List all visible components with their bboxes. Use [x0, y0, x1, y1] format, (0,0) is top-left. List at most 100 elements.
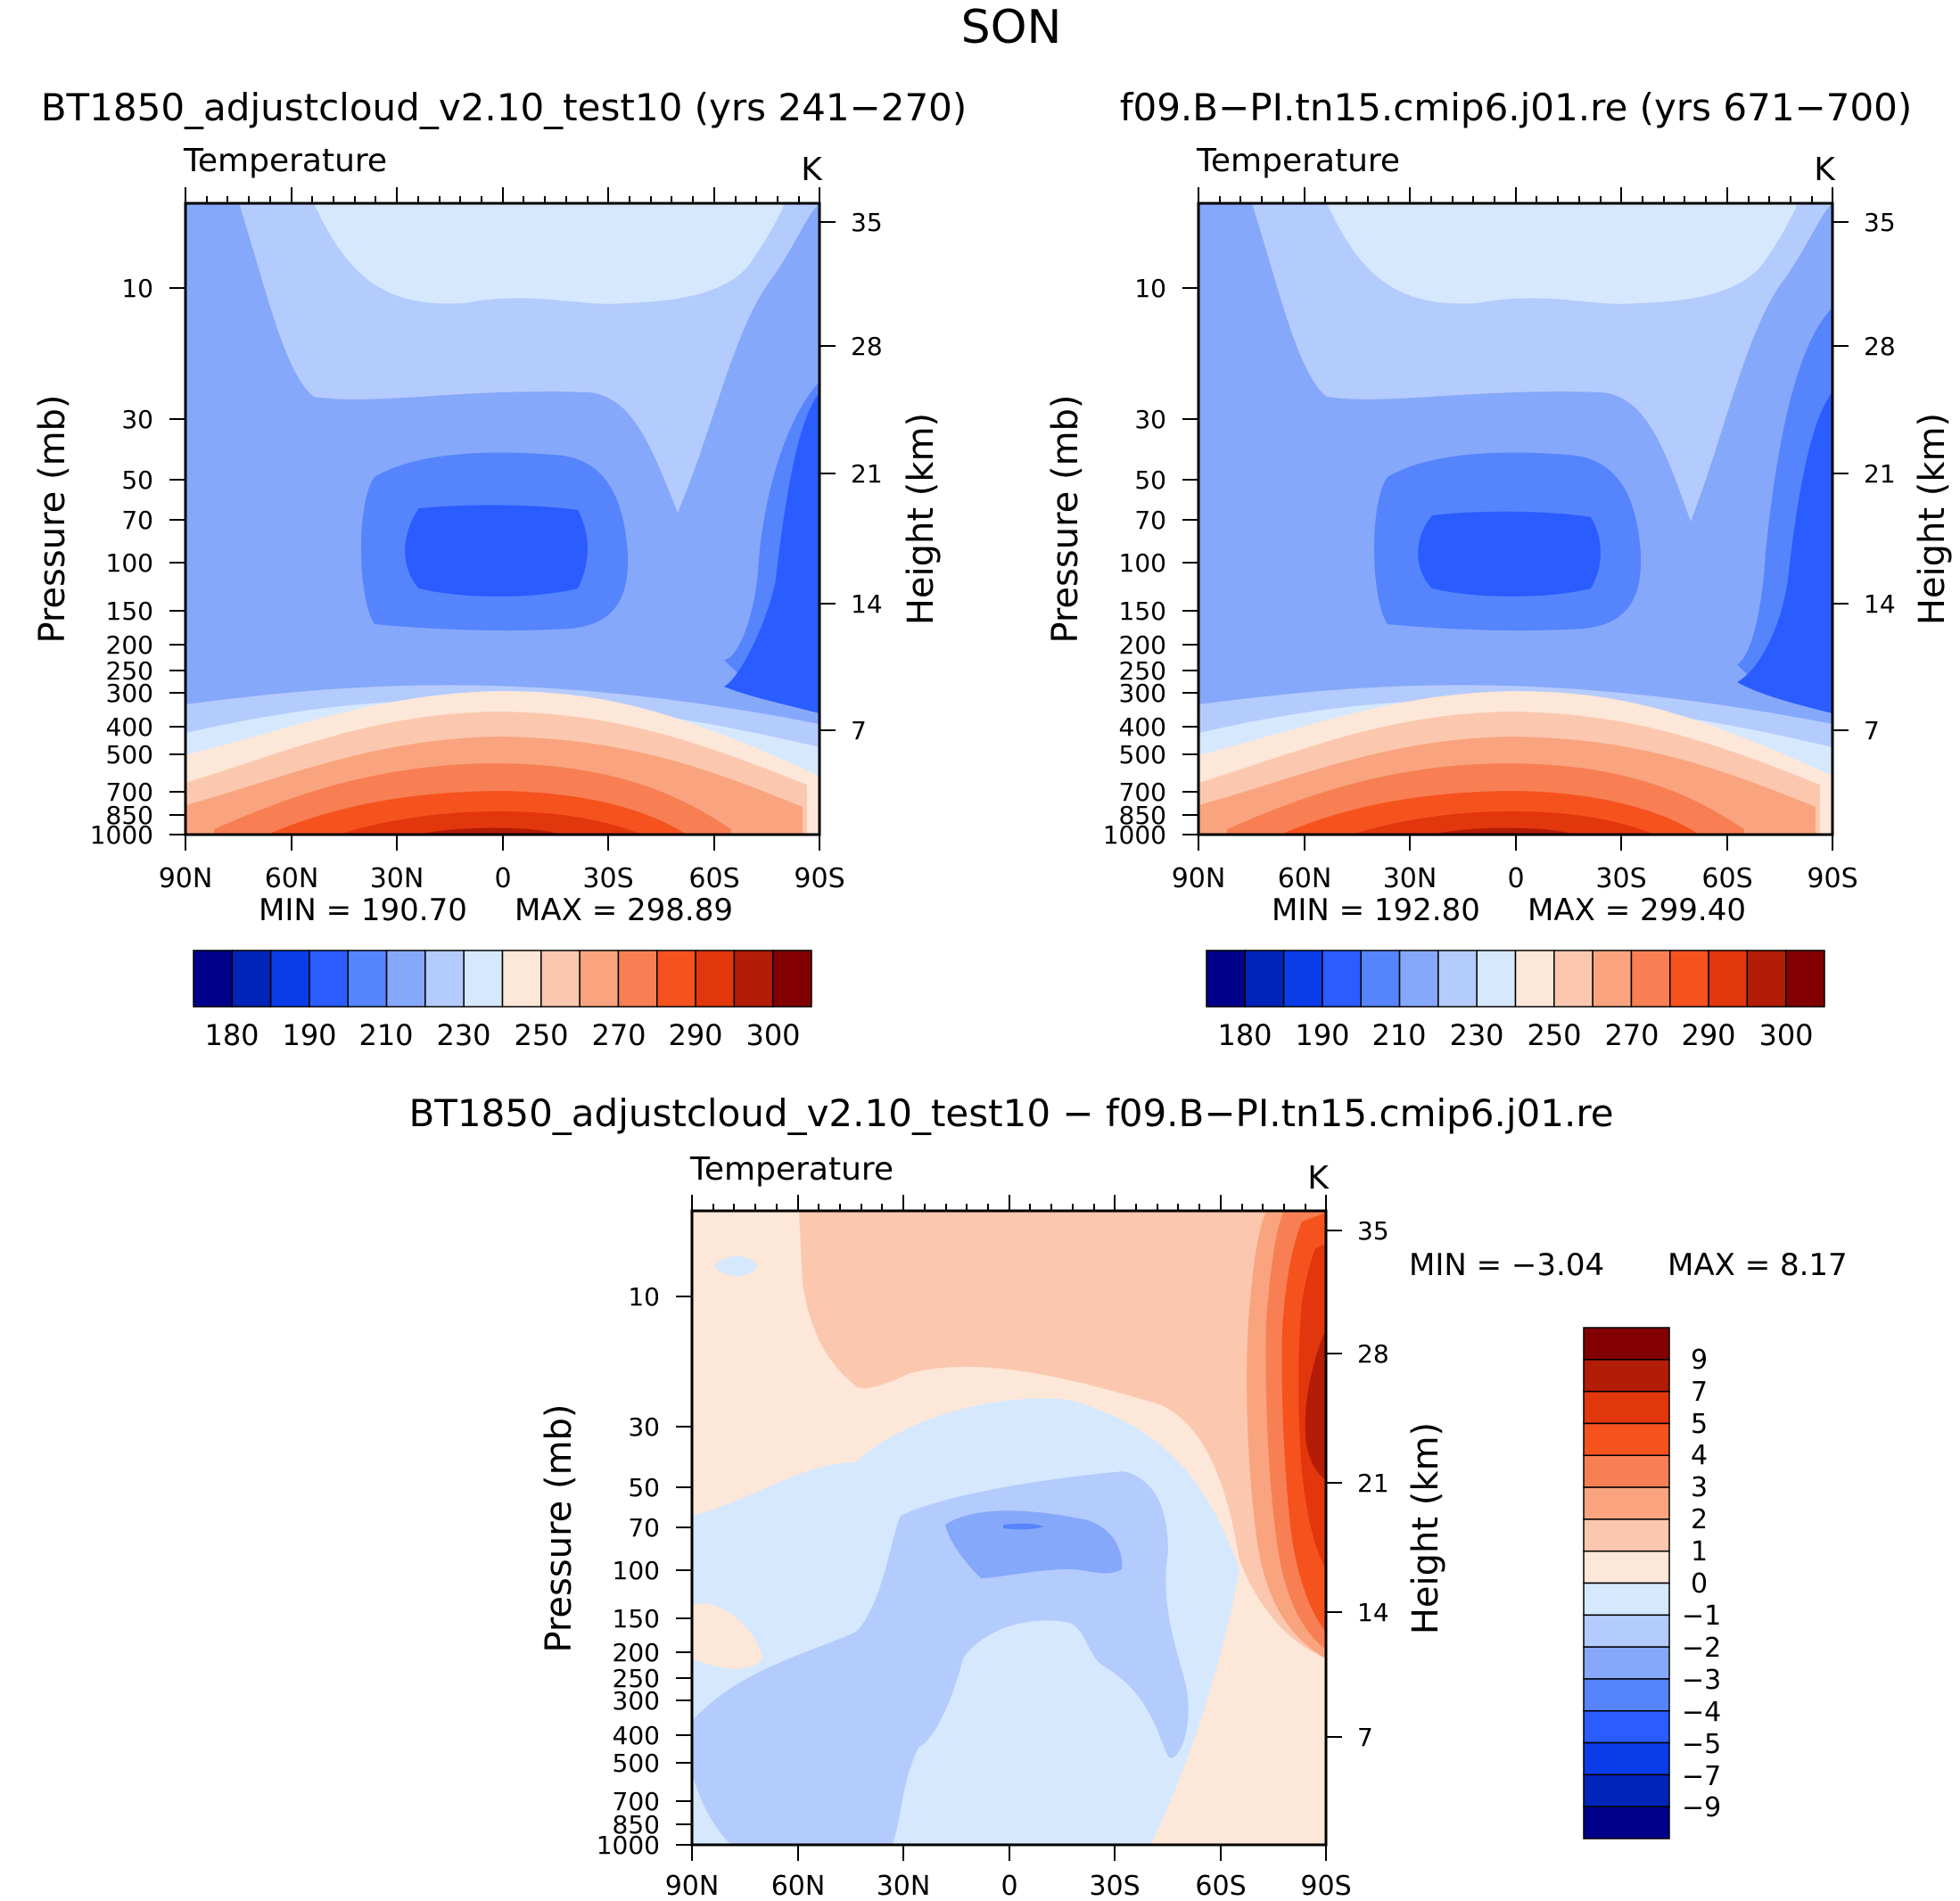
panel-a-variable: Temperature [183, 143, 387, 179]
y-tick-label: 200 [106, 630, 153, 660]
colorbar-swatch [309, 950, 349, 1008]
y-tick-label: 100 [613, 1556, 660, 1585]
x-tick-label: 90S [794, 863, 844, 894]
panel-diff-title: BT1850_adjustcloud_v2.10_test10 − f09.B−… [408, 1091, 1613, 1135]
y-tick-label: 30 [121, 405, 153, 434]
height-tick-label: 7 [1864, 716, 1880, 745]
panel-b-min: MIN = 192.80 [1272, 893, 1480, 928]
x-tick-label: 0 [494, 863, 511, 894]
x-tick-label: 60N [1278, 863, 1332, 894]
panel-b-colorbar: 180 190 210 230 250 270 290 300 [1206, 950, 1825, 1052]
colorbar-tick-label: 190 [282, 1018, 336, 1052]
y-tick-label: 850 [1119, 801, 1166, 830]
fill-level-neg1-0-spot [713, 1255, 758, 1277]
panel-a-title: BT1850_adjustcloud_v2.10_test10 (yrs 241… [41, 86, 968, 129]
y-tick-label: 300 [613, 1686, 660, 1716]
colorbar-swatch [1583, 1486, 1670, 1520]
x-tick-label: 30S [582, 863, 633, 894]
x-tick-label: 30N [877, 1871, 931, 1901]
fill-level-310 [1432, 827, 1575, 835]
colorbar-swatch [1583, 1390, 1670, 1425]
colorbar-swatch [771, 950, 812, 1008]
panel-diff-ylabel-right: Height (km) [1405, 1422, 1446, 1634]
colorbar-swatch [579, 950, 620, 1008]
panel-b-title: f09.B−PI.tn15.cmip6.j01.re (yrs 671−700) [1120, 86, 1913, 129]
height-tick-label: 21 [1357, 1469, 1389, 1498]
height-tick-label: 14 [1864, 589, 1896, 619]
colorbar-swatch [1437, 950, 1478, 1008]
colorbar-swatch [193, 950, 234, 1008]
colorbar-swatch [695, 950, 736, 1008]
y-tick-label: 10 [1134, 274, 1166, 303]
height-tick-label: 14 [851, 589, 883, 619]
panel-a-x-tick-labels: 90N 60N 30N 0 30S 60S 90S [159, 863, 845, 894]
y-tick-label: 250 [613, 1664, 660, 1693]
height-tick-label: 35 [851, 208, 883, 237]
fill-level-300 [339, 811, 642, 835]
colorbar-tick-labels: 9 7 5 4 3 2 1 0 −1 −2 −3 −4 −5 −7 −9 [1682, 1345, 1721, 1823]
fill-level-7-9 [1305, 1329, 1326, 1480]
colorbar-tick-label: 270 [591, 1018, 646, 1052]
y-tick-label: 700 [1119, 778, 1166, 807]
fill-level-0-1-south [1275, 1748, 1326, 1845]
colorbar-swatch [463, 950, 504, 1008]
colorbar-swatch [1583, 1550, 1670, 1584]
panel-b-ticks [1182, 187, 1849, 851]
panel-a-min: MIN = 190.70 [259, 893, 467, 928]
colorbar-swatch [733, 950, 774, 1008]
fill-level-240 [314, 203, 785, 304]
panel-b-units: K [1814, 152, 1836, 188]
panel-diff-x-tick-labels: 90N 60N 30N 0 30S 60S 90S [665, 1871, 1352, 1901]
figure-title: SON [961, 1, 1062, 54]
colorbar-swatch [1583, 1773, 1670, 1807]
fill-level-0-1-north [692, 1603, 762, 1669]
colorbar-swatch [1583, 1614, 1670, 1648]
y-tick-label: 100 [106, 548, 153, 578]
colorbar-tick-label: 210 [358, 1018, 413, 1052]
panel-a-units: K [801, 152, 823, 188]
x-tick-label: 60S [1195, 1871, 1246, 1901]
y-tick-label: 30 [628, 1412, 660, 1442]
colorbar-swatch [385, 950, 426, 1008]
colorbar-tick-label: 290 [1681, 1018, 1735, 1052]
y-tick-label: 1000 [90, 820, 153, 850]
panel-diff-ticks [676, 1195, 1342, 1861]
colorbar-tick-label: 270 [1604, 1018, 1659, 1052]
y-tick-label: 70 [121, 506, 153, 535]
panel-a-max: MAX = 298.89 [515, 893, 733, 928]
y-tick-label: 30 [1134, 405, 1166, 434]
colorbar-tick-label: 210 [1371, 1018, 1426, 1052]
height-tick-label: 7 [1357, 1723, 1373, 1752]
y-tick-label: 70 [628, 1513, 660, 1543]
y-tick-label: 500 [1119, 740, 1166, 769]
x-tick-label: 90N [665, 1871, 720, 1901]
colorbar-tick-label: −3 [1682, 1665, 1721, 1696]
panel-diff-ylabel: Pressure (mb) [539, 1403, 580, 1652]
colorbar-swatch [656, 950, 696, 1008]
colorbar-tick-label: −9 [1682, 1792, 1721, 1823]
colorbar-tick-label: −1 [1682, 1601, 1721, 1632]
x-tick-label: 90S [1807, 863, 1857, 894]
colorbar-tick-label: 5 [1691, 1409, 1708, 1440]
y-tick-label: 700 [106, 778, 153, 807]
colorbar-tick-label: 250 [1527, 1018, 1581, 1052]
colorbar-swatch [1746, 950, 1787, 1008]
panel-b: f09.B−PI.tn15.cmip6.j01.re (yrs 671−700)… [1045, 86, 1953, 1052]
x-tick-label: 60S [688, 863, 739, 894]
colorbar-tick-label: 1 [1691, 1536, 1708, 1568]
colorbar-tick-label: 300 [745, 1018, 800, 1052]
y-tick-label: 250 [1119, 656, 1166, 686]
x-tick-label: 60N [771, 1871, 826, 1901]
colorbar-swatch [1583, 1678, 1670, 1712]
y-tick-label: 300 [106, 679, 153, 708]
colorbar-swatch [1583, 1327, 1670, 1361]
colorbar-swatch [1206, 950, 1247, 1008]
colorbar-swatch [501, 950, 542, 1008]
colorbar-swatch [1282, 950, 1323, 1008]
fill-level-200-south [1737, 392, 1832, 713]
x-tick-label: 90N [1172, 863, 1226, 894]
x-tick-label: 0 [1001, 1871, 1017, 1901]
y-tick-label: 150 [106, 597, 153, 626]
panel-b-contours [1198, 203, 1832, 835]
